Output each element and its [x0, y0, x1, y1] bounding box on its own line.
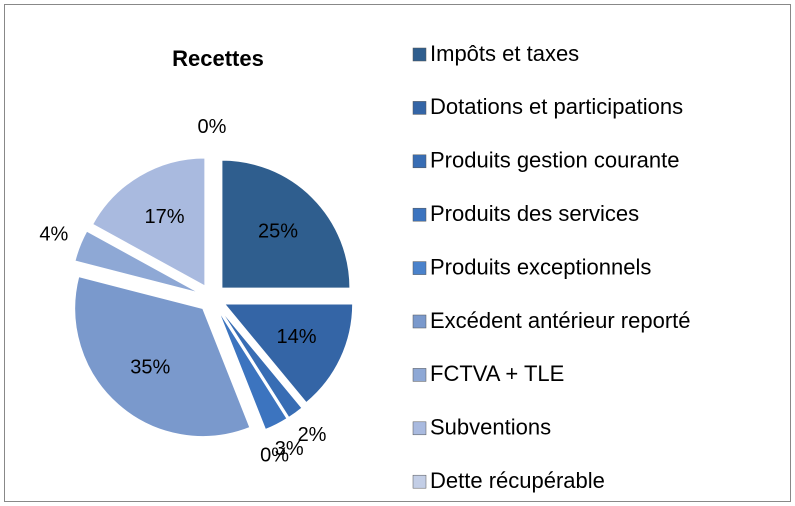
value-label: 35%	[130, 356, 170, 378]
pie-slice	[92, 157, 206, 287]
legend-swatch	[412, 154, 427, 169]
legend-swatch	[412, 261, 427, 275]
chart-frame	[4, 4, 791, 502]
legend-label: Produits gestion courante	[430, 148, 680, 173]
legend-swatch	[412, 207, 427, 222]
legend-label: Subventions	[430, 415, 551, 440]
pie-slice	[217, 310, 288, 431]
legend-swatch	[412, 368, 427, 382]
legend-label: Dette récupérable	[430, 468, 605, 493]
legend-swatch	[412, 474, 427, 489]
legend-label: Excédent antérieur reporté	[430, 308, 691, 333]
value-label: 14%	[276, 326, 316, 348]
pie-slice	[221, 159, 351, 289]
legend-label: FCTVA + TLE	[430, 361, 564, 386]
legend-label: Impôts et taxes	[430, 41, 579, 66]
value-label: 4%	[39, 224, 68, 246]
legend-label: Produits exceptionnels	[430, 254, 651, 279]
value-label: 0%	[260, 444, 289, 466]
legend-label: Produits des services	[430, 201, 639, 226]
pie-slice	[74, 230, 200, 294]
pie-slice	[219, 309, 303, 419]
legend-swatch	[412, 101, 427, 115]
pie-slice	[216, 310, 265, 431]
value-label: 17%	[144, 206, 184, 228]
chart-title: Recettes	[172, 46, 264, 71]
value-label: 25%	[258, 220, 298, 242]
legend-label: Dotations et participations	[430, 94, 683, 119]
pie-slice	[74, 276, 251, 437]
value-label: 3%	[275, 438, 304, 460]
value-label: 2%	[298, 424, 327, 446]
pie-slice	[223, 303, 354, 404]
legend-swatch	[412, 421, 427, 436]
legend-swatch	[412, 47, 427, 62]
legend-swatch	[412, 314, 427, 329]
value-label: 0%	[198, 116, 227, 138]
